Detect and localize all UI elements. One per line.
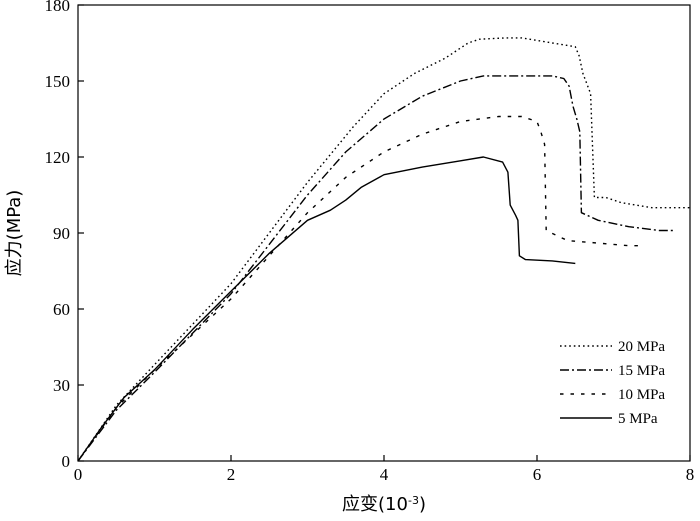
y-tick-label: 120 (45, 148, 71, 167)
x-tick-label: 6 (533, 465, 542, 484)
x-tick-label: 0 (74, 465, 83, 484)
plot-frame (77, 4, 691, 462)
series-line-10-mpa (77, 115, 645, 462)
series-line-5-mpa (77, 156, 576, 462)
y-axis-title: 应力(MPa) (4, 190, 25, 277)
x-axis-title-main: 应变(10 (342, 494, 408, 515)
x-tick-label: 4 (380, 465, 389, 484)
series-line-15-mpa (77, 75, 675, 462)
y-tick-label: 60 (53, 300, 70, 319)
y-tick-label: 0 (62, 452, 71, 471)
x-tick-label: 2 (227, 465, 236, 484)
x-axis-title-exponent: -3 (408, 494, 419, 507)
legend-label: 15 MPa (618, 363, 665, 379)
y-tick-label: 30 (53, 376, 70, 395)
legend-label: 20 MPa (618, 339, 665, 355)
x-axis-title-close: ) (419, 494, 426, 515)
y-tick-label: 180 (45, 0, 71, 15)
series-layer (77, 37, 690, 462)
legend: 20 MPa 15 MPa 10 MPa 5 MPa (560, 339, 665, 427)
series-line-20-mpa (77, 37, 690, 462)
x-axis-title: 应变(10-3) (342, 494, 426, 516)
ticks-layer: 0 2 4 6 8 0 30 60 90 120 150 180 (45, 0, 695, 484)
legend-label: 10 MPa (618, 387, 665, 403)
y-tick-label: 150 (45, 72, 71, 91)
y-tick-label: 90 (53, 224, 70, 243)
legend-label: 5 MPa (618, 411, 658, 427)
x-tick-label: 8 (686, 465, 695, 484)
